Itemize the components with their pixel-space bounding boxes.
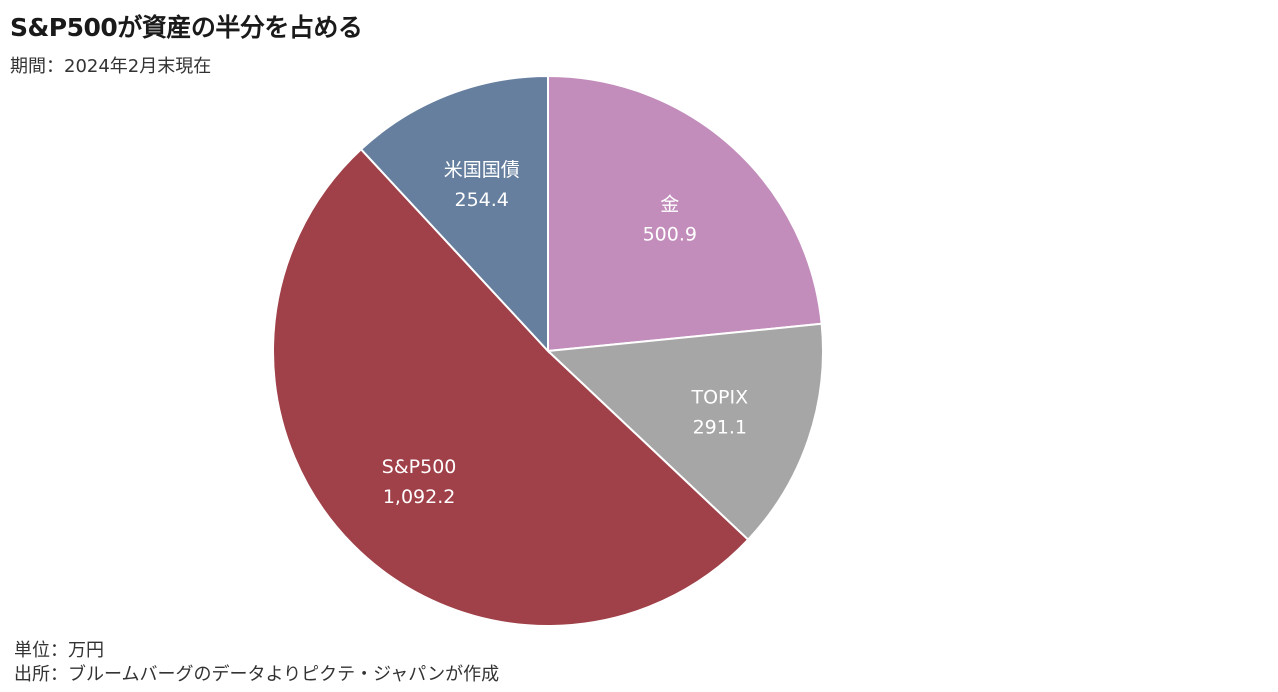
slice-label-3: 米国国債 (444, 159, 520, 181)
slice-label-0: 金 (660, 194, 679, 216)
slice-value-label-2: 1,092.2 (383, 486, 456, 508)
pie-labels: 金 500.9 TOPIX 291.1 S&P500 1,092.2 米国国債 254.4 (382, 159, 748, 508)
slice-value-label-1: 291.1 (693, 417, 747, 439)
pie-slice-1 (545, 322, 824, 542)
chart-title: S&P500が資産の半分を占める (10, 13, 363, 42)
source-note: 出所：ブルームバーグのデータよりピクテ・ジャパンが作成 (14, 664, 500, 685)
slice-label-2: S&P500 (382, 456, 457, 478)
slice-label-1: TOPIX (690, 387, 748, 409)
chart-subtitle: 期間：2024年2月末現在 (10, 56, 212, 77)
pie-slice-3 (359, 74, 549, 354)
slice-value-label-0: 500.9 (643, 224, 697, 246)
pie-slices (272, 74, 824, 627)
slice-value-label-3: 254.4 (454, 189, 508, 211)
pie-slice-0 (547, 74, 823, 353)
pie-slice-2 (272, 147, 750, 627)
unit-note: 単位：万円 (14, 640, 104, 661)
